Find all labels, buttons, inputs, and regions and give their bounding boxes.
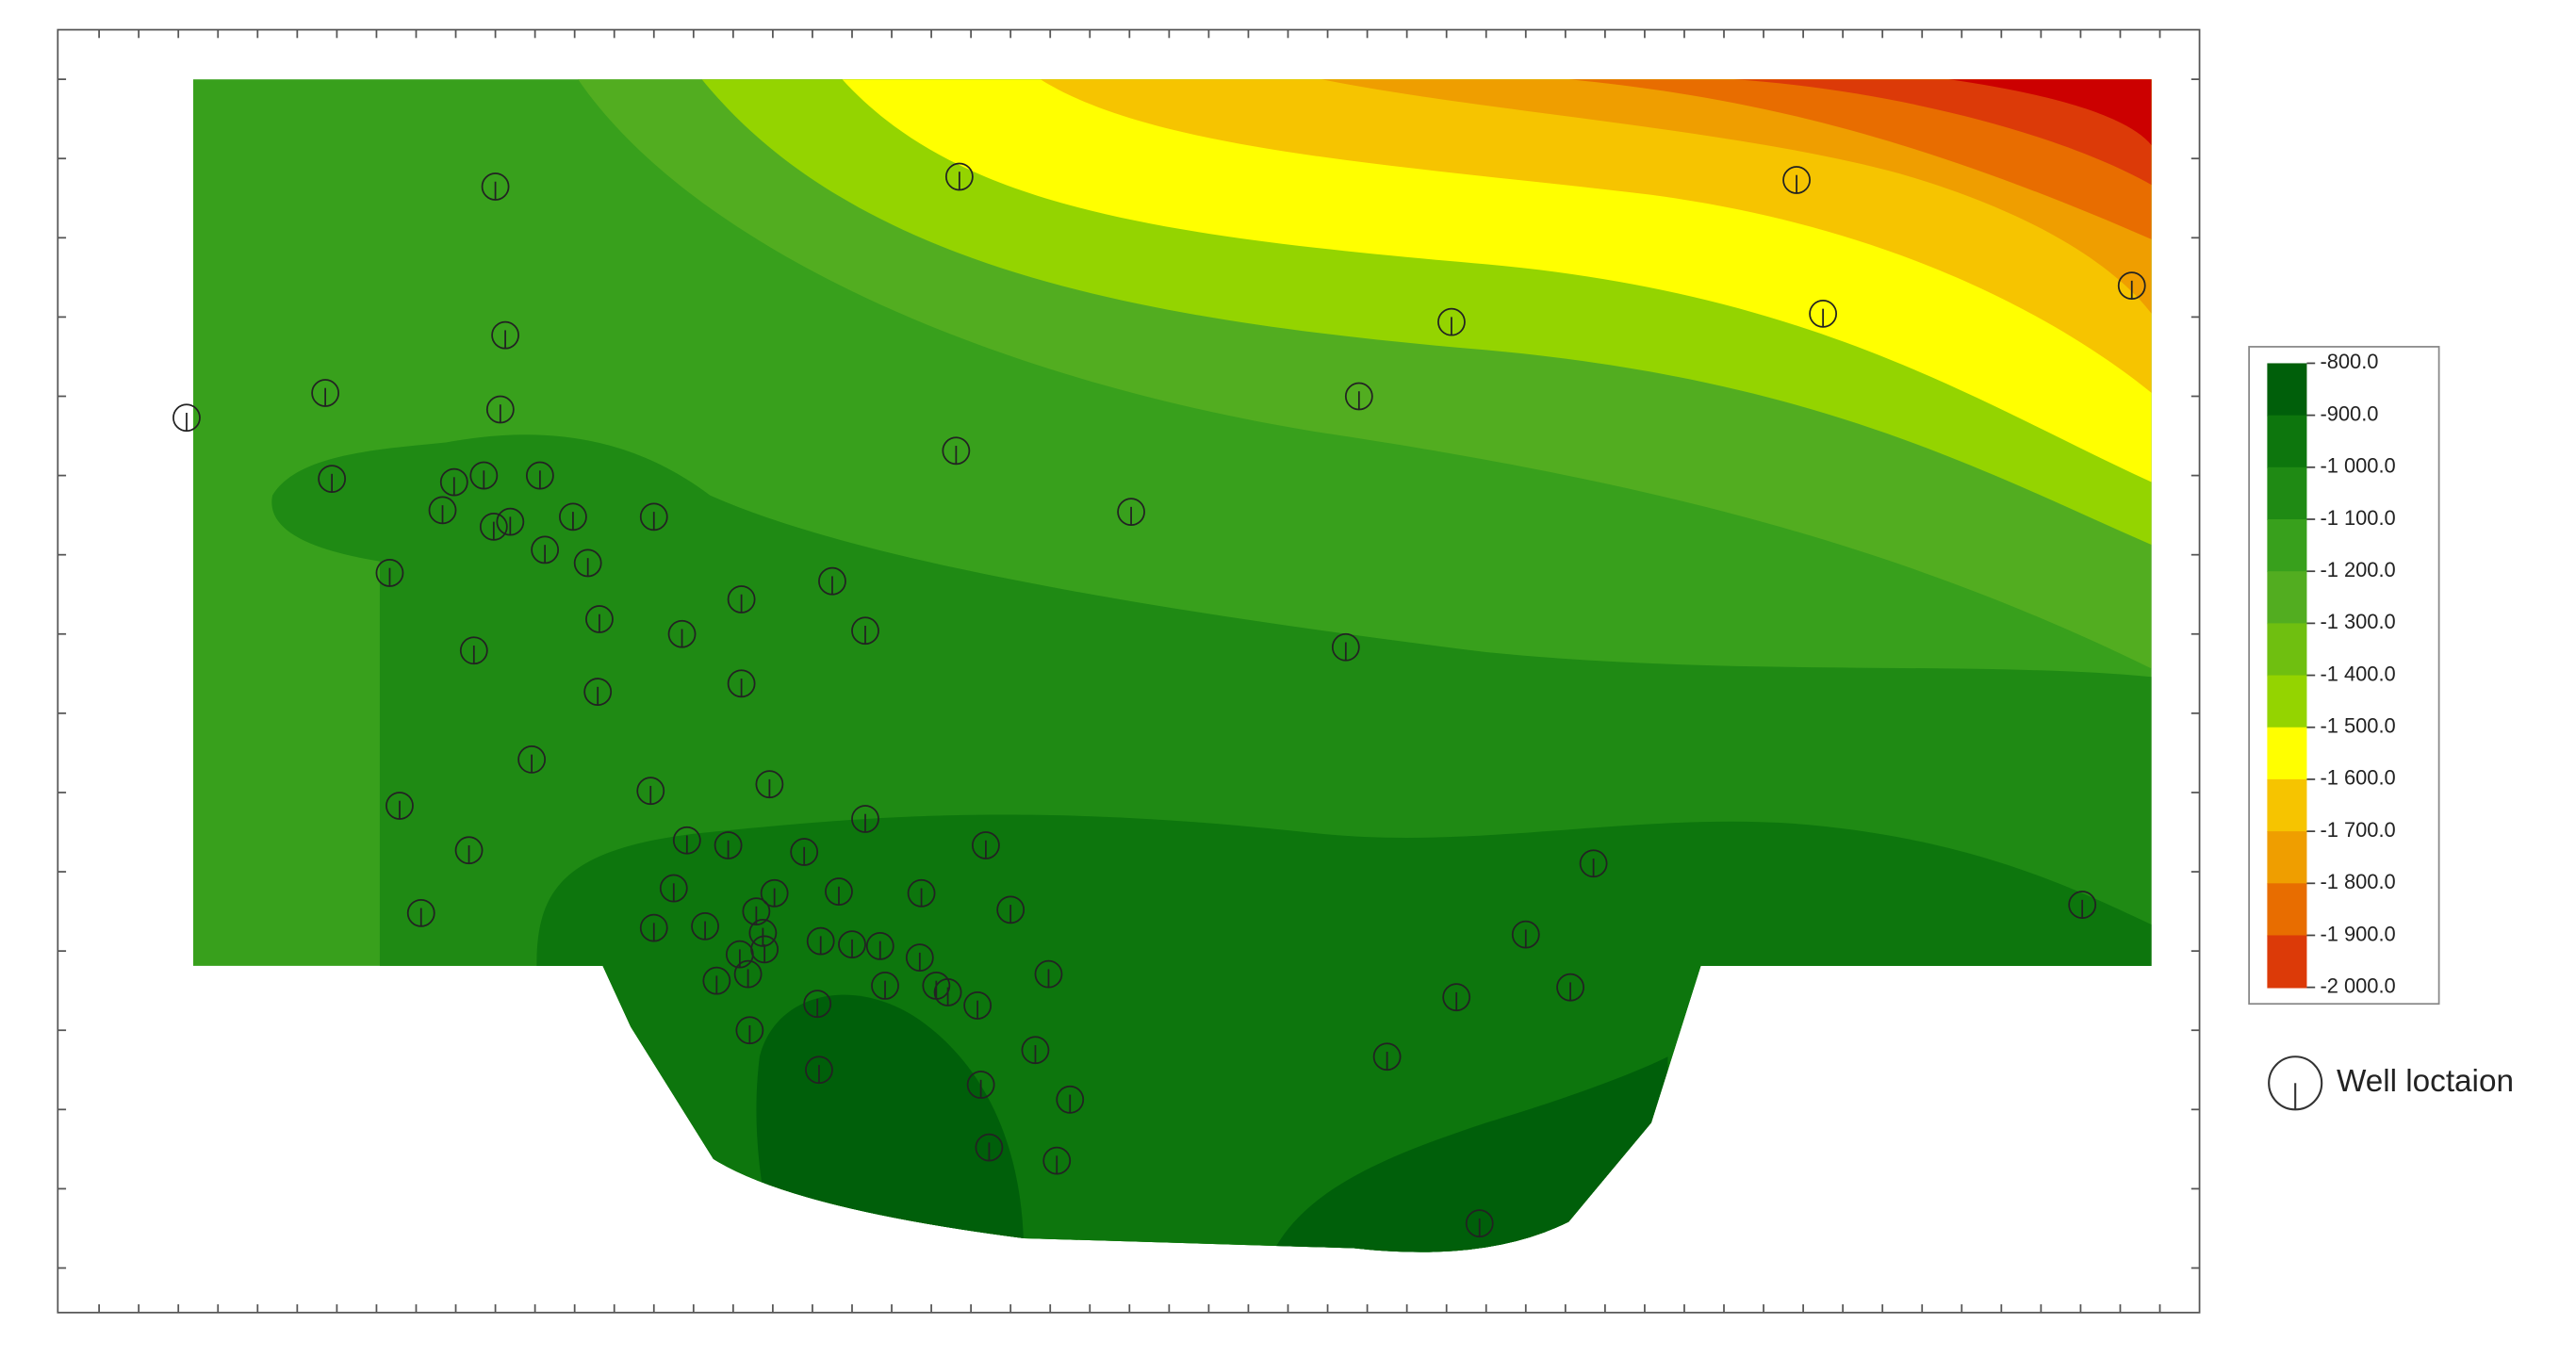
legend-label: -1 600.0 [2320,766,2395,790]
legend-swatch [2267,623,2307,677]
legend-swatch [2267,831,2307,885]
well [1331,632,1360,662]
legend-swatch [2267,675,2307,728]
legend-swatch [2267,778,2307,832]
well-legend-label: Well loctaion [2337,1064,2514,1099]
legend-swatch [2267,935,2307,989]
legend-swatch [2267,519,2307,573]
legend-label: -1 400.0 [2320,662,2395,685]
legend-label: -1 900.0 [2320,922,2395,945]
legend-swatch [2267,466,2307,520]
band [1271,1056,1668,1252]
band [1948,79,2152,146]
legend-swatch [2267,415,2307,468]
band [1733,79,2152,186]
band [756,994,1025,1252]
wells [172,162,2146,1238]
well [966,1071,995,1099]
well [459,636,488,665]
legend-label: -1 800.0 [2320,870,2395,893]
axis-ticks [57,29,2200,1313]
legend-label: -1 000.0 [2320,454,2395,478]
legend-swatch [2267,883,2307,937]
legend-swatch [2267,363,2307,417]
legend-label: -1 700.0 [2320,818,2395,842]
legend-label: -900.0 [2320,401,2378,425]
legend: -800.0 -900.0 -1 000.0 -1 100.0 -1 200.0 -1 3… [2267,350,2396,997]
legend-swatch [2267,571,2307,625]
legend-label: -800.0 [2320,350,2378,373]
legend-label: -1 200.0 [2320,558,2395,581]
legend-swatch [2267,727,2307,780]
legend-label: -2 000.0 [2320,974,2395,997]
legend-label: -1 300.0 [2320,610,2395,633]
legend-label: -1 500.0 [2320,714,2395,738]
legend-label: -1 100.0 [2320,506,2395,530]
contour-bands [192,79,2152,1252]
